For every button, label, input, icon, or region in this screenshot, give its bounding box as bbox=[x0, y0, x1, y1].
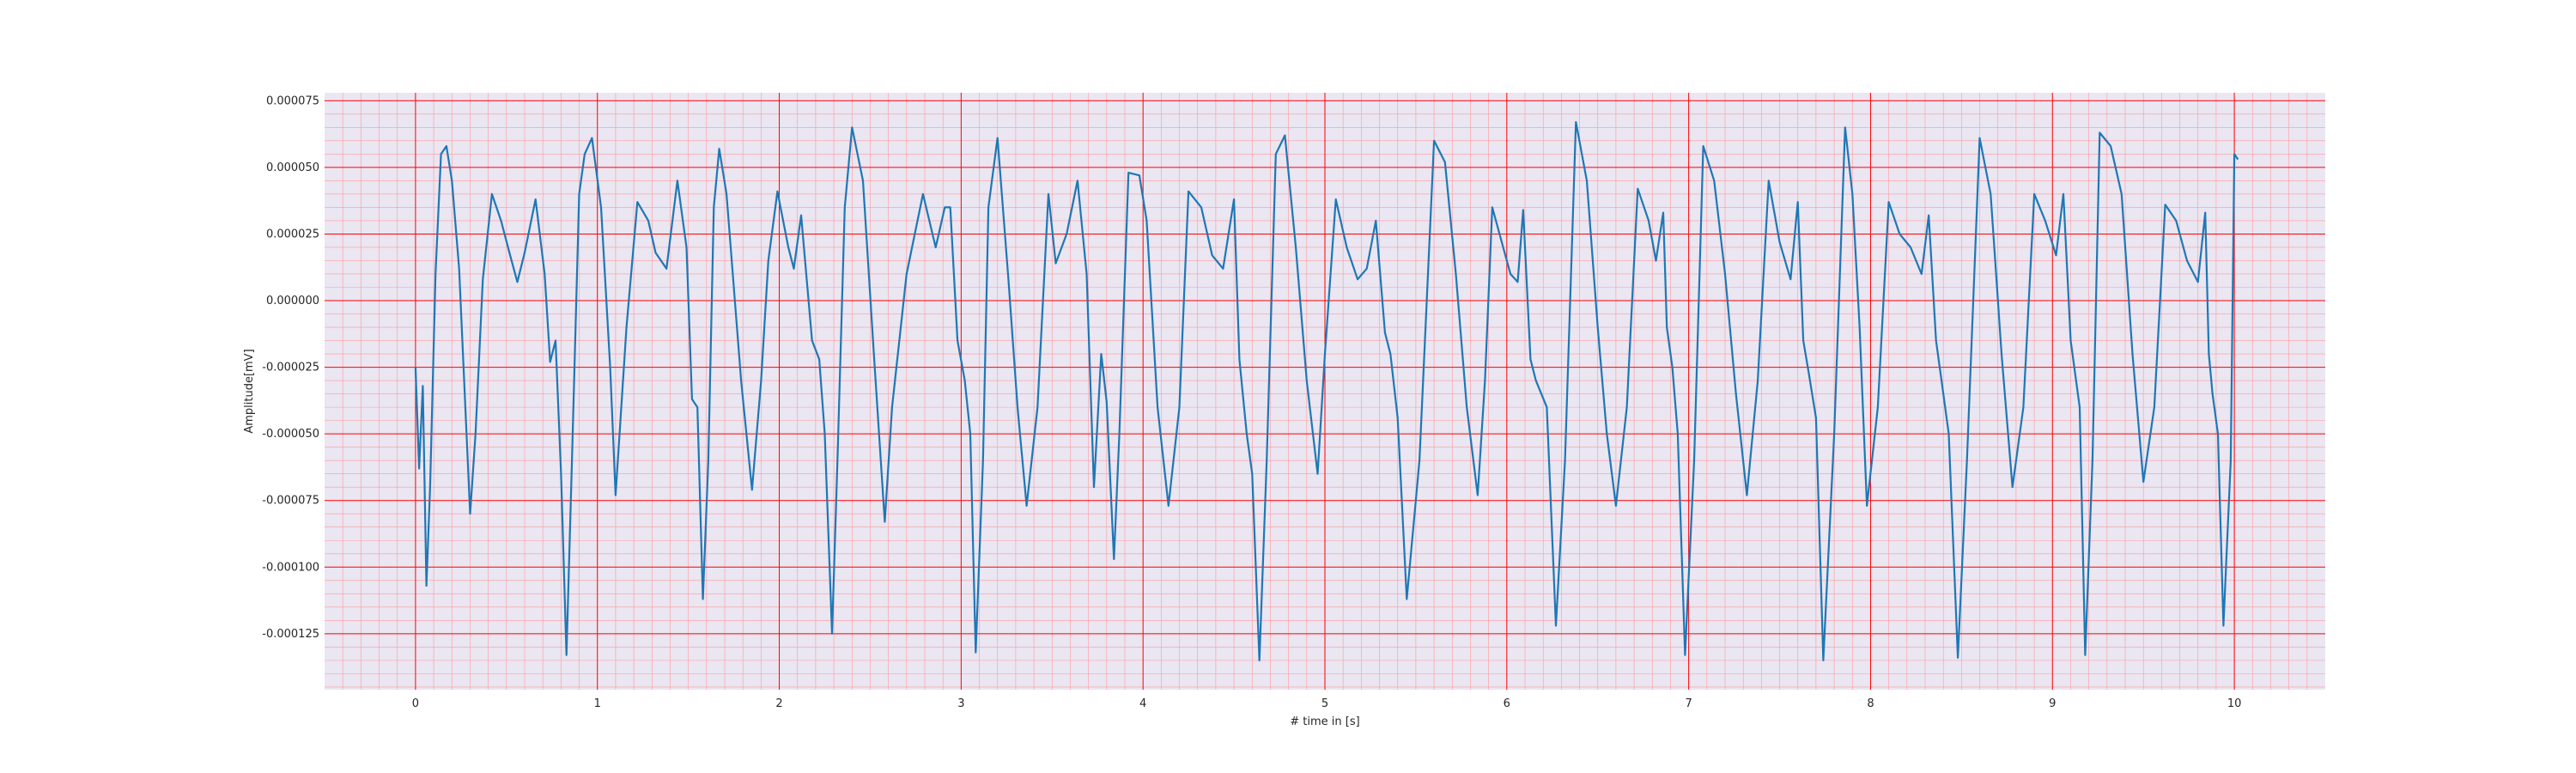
x-tick-labels: 0 1 2 3 4 5 6 7 8 9 10 bbox=[412, 697, 2242, 710]
y-axis-label: Amplitude[mV] bbox=[243, 349, 256, 433]
x-tick-label: 9 bbox=[2049, 697, 2056, 710]
x-tick-label: 6 bbox=[1504, 697, 1510, 710]
x-tick-label: 5 bbox=[1321, 697, 1328, 710]
x-tick-label: 3 bbox=[957, 697, 964, 710]
y-tick-label: -0.000025 bbox=[262, 362, 319, 374]
y-tick-label: -0.000075 bbox=[262, 495, 319, 508]
x-tick-label: 1 bbox=[594, 697, 601, 710]
y-tick-labels: -0.000125 -0.000100 -0.000075 -0.000050 -0.0… bbox=[262, 94, 319, 641]
x-tick-label: 8 bbox=[1867, 697, 1874, 710]
x-tick-label: 7 bbox=[1685, 697, 1692, 710]
y-tick-label: 0.000000 bbox=[266, 295, 319, 307]
x-tick-label: 4 bbox=[1139, 697, 1146, 710]
signal-line bbox=[414, 121, 2239, 661]
x-axis-label: # time in [s] bbox=[1290, 715, 1359, 728]
y-tick-label: -0.000125 bbox=[262, 628, 319, 641]
series-layer bbox=[414, 121, 2239, 661]
y-tick-label: -0.000050 bbox=[262, 428, 319, 441]
y-tick-label: 0.000050 bbox=[266, 161, 319, 174]
x-tick-label: 0 bbox=[412, 697, 419, 710]
y-tick-label: 0.000075 bbox=[266, 94, 319, 107]
y-tick-label: 0.000025 bbox=[266, 228, 319, 240]
y-tick-label: -0.000100 bbox=[262, 561, 319, 574]
x-tick-label: 10 bbox=[2227, 697, 2242, 710]
x-tick-label: 2 bbox=[775, 697, 782, 710]
